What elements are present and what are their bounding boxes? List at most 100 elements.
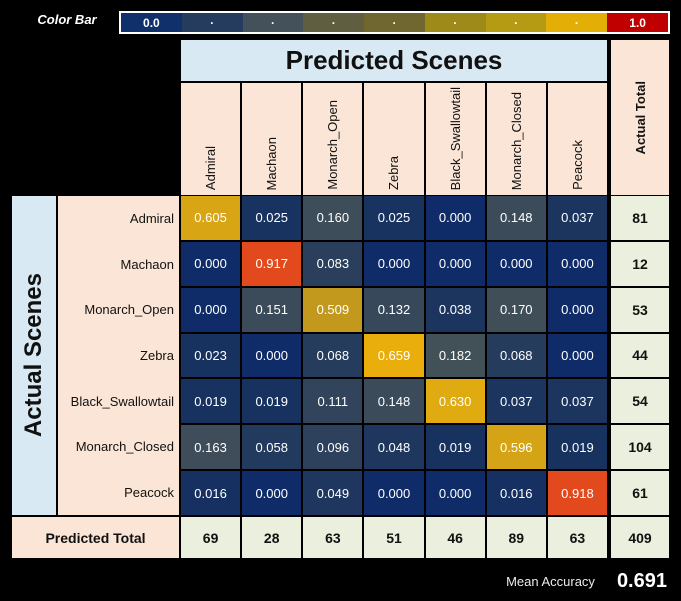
column-header: Machaon [242, 83, 302, 195]
matrix-cell: 0.058 [242, 425, 302, 470]
matrix-cell: 0.918 [547, 471, 607, 515]
predicted-total-cell: 69 [181, 517, 241, 558]
matrix-cell: 0.170 [486, 287, 546, 332]
colorbar-segment: · [546, 13, 608, 32]
column-headers: Admiral Machaon Monarch_Open Zebra Black_Swa… [181, 83, 607, 195]
predicted-total-cell: 89 [486, 517, 546, 558]
matrix-cell: 0.037 [486, 379, 546, 424]
column-header-label: Monarch_Open [325, 100, 341, 190]
matrix-cell: 0.016 [486, 471, 546, 515]
row-label: Machaon [120, 256, 174, 272]
matrix-cell: 0.000 [181, 241, 241, 286]
column-header: Monarch_Closed [486, 83, 546, 195]
colorbar-label: Color Bar [37, 12, 97, 27]
column-header-label: Admiral [203, 145, 219, 190]
predicted-scenes-header: Predicted Scenes [181, 40, 607, 81]
matrix-cell: 0.019 [547, 425, 607, 470]
matrix-cell: 0.083 [303, 241, 363, 286]
actual-totals-column: 81 12 53 44 54 104 61 [611, 196, 669, 515]
matrix-cell: 0.132 [364, 287, 424, 332]
matrix-cell: 0.605 [181, 196, 241, 240]
matrix-cell: 0.000 [364, 241, 424, 286]
matrix-cell: 0.048 [364, 425, 424, 470]
grand-total-cell: 409 [611, 517, 669, 558]
matrix-cell: 0.000 [486, 241, 546, 286]
predicted-total-label: Predicted Total [12, 517, 179, 558]
matrix-cell: 0.509 [303, 287, 363, 332]
matrix-cell: 0.000 [364, 471, 424, 515]
matrix-cell: 0.025 [364, 196, 424, 240]
mean-accuracy-label: Mean Accuracy [506, 573, 595, 589]
matrix-cell: 0.111 [303, 379, 363, 424]
column-header-label: Black_Swallowtail [447, 86, 463, 190]
matrix-cell: 0.000 [181, 287, 241, 332]
matrix-cell: 0.000 [425, 196, 485, 240]
matrix-cell: 0.596 [486, 425, 546, 470]
actual-total-cell: 81 [611, 196, 669, 240]
row-label: Zebra [140, 347, 174, 363]
matrix-cell: 0.096 [303, 425, 363, 470]
matrix-cell: 0.000 [242, 471, 302, 515]
actual-total-header: Actual Total [611, 40, 669, 195]
predicted-total-cell: 28 [242, 517, 302, 558]
row-label: Black_Swallowtail [70, 393, 174, 409]
matrix-cell: 0.037 [547, 196, 607, 240]
colorbar-segment: · [485, 13, 547, 32]
colorbar-segment: 0.0 [121, 13, 182, 32]
actual-total-cell: 61 [611, 471, 669, 515]
row-label: Monarch_Open [84, 302, 174, 318]
predicted-totals-row: 69 28 63 51 46 89 63 [181, 517, 607, 558]
matrix-cell: 0.000 [547, 333, 607, 378]
predicted-total-cell: 63 [547, 517, 607, 558]
matrix-cell: 0.000 [425, 241, 485, 286]
actual-total-cell: 53 [611, 287, 669, 332]
matrix-grid: 0.605 0.025 0.160 0.025 0.000 0.148 0.037 0.000… [181, 196, 607, 515]
row-label: Peacock [124, 484, 174, 500]
column-header: Zebra [364, 83, 424, 195]
row-label: Monarch_Closed [75, 439, 174, 455]
colorbar-segment: · [424, 13, 486, 32]
predicted-total-cell: 46 [425, 517, 485, 558]
colorbar-segment: · [364, 13, 425, 32]
matrix-cell: 0.068 [303, 333, 363, 378]
matrix-cell: 0.068 [486, 333, 546, 378]
colorbar-segment: · [242, 13, 304, 32]
colorbar-segment: · [303, 13, 365, 32]
matrix-cell: 0.659 [364, 333, 424, 378]
column-header: Peacock [547, 83, 607, 195]
matrix-cell: 0.023 [181, 333, 241, 378]
actual-total-cell: 104 [611, 425, 669, 470]
row-labels: Admiral Machaon Monarch_Open Zebra Black_Swa… [58, 196, 179, 515]
column-header: Monarch_Open [303, 83, 363, 195]
matrix-cell: 0.019 [425, 425, 485, 470]
actual-total-cell: 54 [611, 379, 669, 424]
actual-total-header-label: Actual Total [632, 80, 648, 155]
matrix-cell: 0.019 [242, 379, 302, 424]
matrix-cell: 0.049 [303, 471, 363, 515]
matrix-cell: 0.630 [425, 379, 485, 424]
mean-accuracy: Mean Accuracy 0.691 [506, 565, 667, 597]
matrix-cell: 0.038 [425, 287, 485, 332]
column-header-label: Peacock [569, 140, 585, 190]
matrix-cell: 0.148 [364, 379, 424, 424]
matrix-cell: 0.000 [425, 471, 485, 515]
column-header: Admiral [181, 83, 241, 195]
column-header-label: Zebra [386, 156, 402, 190]
actual-total-cell: 12 [611, 241, 669, 286]
column-header-label: Monarch_Closed [508, 91, 524, 190]
matrix-cell: 0.019 [181, 379, 241, 424]
predicted-total-cell: 63 [303, 517, 363, 558]
column-header: Black_Swallowtail [425, 83, 485, 195]
matrix-cell: 0.182 [425, 333, 485, 378]
matrix-cell: 0.037 [547, 379, 607, 424]
colorbar-segment: 1.0 [607, 13, 669, 32]
row-label: Admiral [129, 211, 174, 227]
matrix-cell: 0.151 [242, 287, 302, 332]
column-header-label: Machaon [264, 136, 280, 190]
matrix-cell: 0.000 [547, 241, 607, 286]
matrix-cell: 0.163 [181, 425, 241, 470]
matrix-cell: 0.148 [486, 196, 546, 240]
matrix-cell: 0.016 [181, 471, 241, 515]
matrix-cell: 0.917 [242, 241, 302, 286]
